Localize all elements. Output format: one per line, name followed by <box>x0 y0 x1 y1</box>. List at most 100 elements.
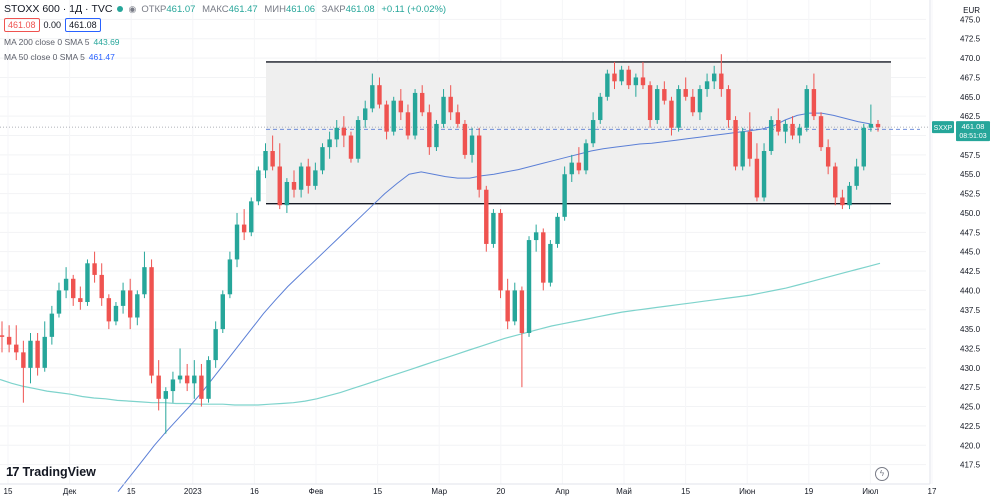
price-tick-label: 417.5 <box>960 461 981 470</box>
candle <box>662 81 667 105</box>
candle <box>583 139 589 175</box>
candle <box>227 251 233 299</box>
price-axis[interactable]: 417.5 420.0 422.5 425.0 427.5 430.0 432.5 435.0… <box>960 15 981 469</box>
candle <box>562 166 567 221</box>
ma200-legend[interactable]: MA 200 close 0 SMA 5 443.69 <box>4 37 450 47</box>
candle-body <box>213 329 218 361</box>
candle-body <box>783 123 788 132</box>
candle-body <box>142 267 147 295</box>
candle <box>598 92 603 124</box>
time-tick-label: 15 <box>373 487 382 496</box>
candle <box>526 236 532 337</box>
price-tick-label: 457.5 <box>960 151 981 160</box>
candle-body <box>626 69 631 86</box>
time-tick-label: 2023 <box>184 487 202 496</box>
price-tick-label: 427.5 <box>960 383 981 392</box>
candle <box>348 131 354 163</box>
candle <box>127 278 133 330</box>
candle-body <box>256 170 261 202</box>
candle-body <box>726 89 731 121</box>
low-label: МИН <box>264 3 286 15</box>
candle <box>284 178 290 213</box>
candle <box>92 251 97 283</box>
candle <box>277 143 282 210</box>
tradingview-logo[interactable]: 17 TradingView <box>6 464 96 479</box>
price-tag-countdown: 08:51:03 <box>959 133 986 140</box>
candle-body <box>71 278 76 299</box>
candle-body <box>541 232 546 283</box>
candle-body <box>526 240 532 333</box>
candle <box>690 89 696 117</box>
candle <box>234 212 240 268</box>
candle-body <box>605 73 610 97</box>
candle <box>804 85 809 132</box>
price-tick-label: 450.0 <box>960 209 981 218</box>
price-tag-value-box <box>956 121 990 142</box>
candle-body <box>569 162 574 175</box>
candle-body <box>313 170 318 186</box>
candle-body <box>149 267 154 376</box>
candle-body <box>690 96 696 113</box>
candle-body <box>412 92 418 136</box>
candle <box>704 73 710 97</box>
candle-body <box>277 166 282 206</box>
buy-button[interactable]: 461.08 <box>65 18 101 32</box>
candle <box>363 100 368 128</box>
legend-header: STOXX 600 · 1Д · TVC ◉ ОТКР461.07 МАКС46… <box>4 3 450 62</box>
ma200-line <box>0 262 881 406</box>
candle-body <box>683 89 688 97</box>
price-tick-label: 442.5 <box>960 267 981 276</box>
candle-body <box>49 313 55 337</box>
candle <box>206 356 211 403</box>
ma50-value: 461.47 <box>88 52 115 62</box>
candle <box>170 371 176 403</box>
time-tick-label: 20 <box>496 487 505 496</box>
candle <box>555 212 560 248</box>
candle-body <box>398 100 404 113</box>
candle <box>405 104 411 140</box>
currency-label[interactable]: EUR <box>963 6 980 15</box>
time-axis[interactable]: 15 Дек 15 2023 16 Фев 15 Мар 20 Апр Май 15 Июн 19 Июл 1… <box>4 487 937 496</box>
candle-body <box>576 162 582 171</box>
candle-body <box>199 375 204 399</box>
candle <box>21 340 26 403</box>
candle <box>533 224 539 252</box>
candle <box>419 85 425 117</box>
candle-body <box>427 112 432 148</box>
price-tick-label: 432.5 <box>960 344 981 353</box>
candle-body <box>363 108 368 121</box>
symbol-title[interactable]: STOXX 600 · 1Д · TVC <box>4 3 113 15</box>
candle-body <box>704 81 710 90</box>
candle-body <box>854 166 859 186</box>
candle <box>783 120 788 144</box>
price-tick-label: 455.0 <box>960 170 981 179</box>
ma50-label: MA 50 close 0 SMA 5 <box>4 52 85 62</box>
candle <box>861 123 866 171</box>
ma50-legend[interactable]: MA 50 close 0 SMA 5 461.47 <box>4 52 450 62</box>
candle-body <box>355 120 361 159</box>
candle <box>676 85 681 132</box>
candle <box>768 116 774 155</box>
price-tick-label: 462.5 <box>960 112 981 121</box>
price-tick-label: 435.0 <box>960 325 981 334</box>
candle-body <box>113 305 119 322</box>
candle-body <box>298 166 304 190</box>
high-value: 461.47 <box>228 3 258 15</box>
candle <box>747 112 753 167</box>
candle <box>63 267 69 299</box>
candle-body <box>42 336 47 368</box>
candle-body <box>498 212 503 291</box>
candle-body <box>192 375 197 384</box>
eye-icon[interactable]: ◉ <box>128 3 137 14</box>
price-tick-label: 467.5 <box>960 73 981 82</box>
price-tick-label: 447.5 <box>960 228 981 237</box>
candle <box>640 61 646 90</box>
sell-button[interactable]: 461.08 <box>4 18 40 32</box>
candle-body <box>92 263 97 275</box>
candle <box>149 259 154 384</box>
candle-body <box>6 336 12 345</box>
flash-icon[interactable]: ϟ <box>875 467 889 481</box>
close-value: 461.08 <box>345 3 375 15</box>
candle-body <box>833 166 838 198</box>
